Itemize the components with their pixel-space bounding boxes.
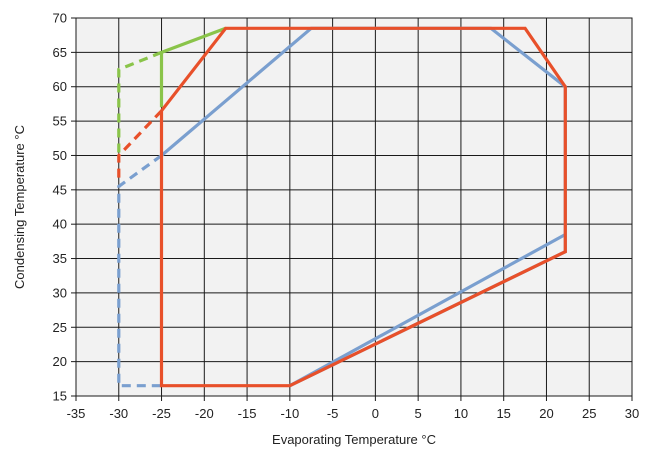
x-tick-label: -30 <box>109 406 128 421</box>
x-tick-label: -25 <box>152 406 171 421</box>
x-tick-label: 5 <box>415 406 422 421</box>
series-line-dashed <box>117 109 163 183</box>
series-layer <box>117 26 567 388</box>
x-tick-label: -35 <box>67 406 86 421</box>
x-axis-title: Evaporating Temperature °C <box>272 432 436 447</box>
y-tick-label: 60 <box>53 79 67 94</box>
y-tick-label: 20 <box>53 354 67 369</box>
plot-area <box>76 18 632 396</box>
x-tick-label: -15 <box>238 406 257 421</box>
x-tick-label: 0 <box>372 406 379 421</box>
series-2 <box>117 26 227 156</box>
series-line-dashed <box>117 50 163 156</box>
y-tick-label: 35 <box>53 251 67 266</box>
x-axis-ticks: -35 -30 -25 -20 -15 -10 -5 0 5 10 15 20 25 30 <box>67 396 639 421</box>
x-tick-label: 10 <box>454 406 468 421</box>
x-tick-label: 30 <box>625 406 639 421</box>
y-tick-label: 45 <box>53 182 67 197</box>
x-tick-label: 15 <box>496 406 510 421</box>
series-line-solid <box>289 233 567 388</box>
y-tick-label: 15 <box>53 389 67 404</box>
series-line-dashed <box>117 154 163 388</box>
y-tick-label: 25 <box>53 320 67 335</box>
y-tick-label: 70 <box>53 11 67 26</box>
y-tick-label: 50 <box>53 148 67 163</box>
y-tick-label: 40 <box>53 217 67 232</box>
x-tick-label: -10 <box>280 406 299 421</box>
x-tick-label: -20 <box>195 406 214 421</box>
series-line-solid <box>159 26 567 388</box>
series-3 <box>117 26 567 388</box>
x-tick-label: 20 <box>539 406 553 421</box>
y-axis-title: Condensing Temperature °C <box>12 125 27 289</box>
y-tick-label: 65 <box>53 45 67 60</box>
x-tick-label: -5 <box>327 406 339 421</box>
y-tick-label: 55 <box>53 114 67 129</box>
y-axis-ticks: 15 20 25 30 35 40 45 50 55 60 65 70 <box>53 11 76 404</box>
x-tick-label: 25 <box>582 406 596 421</box>
y-tick-label: 30 <box>53 285 67 300</box>
plot-border <box>75 17 633 397</box>
